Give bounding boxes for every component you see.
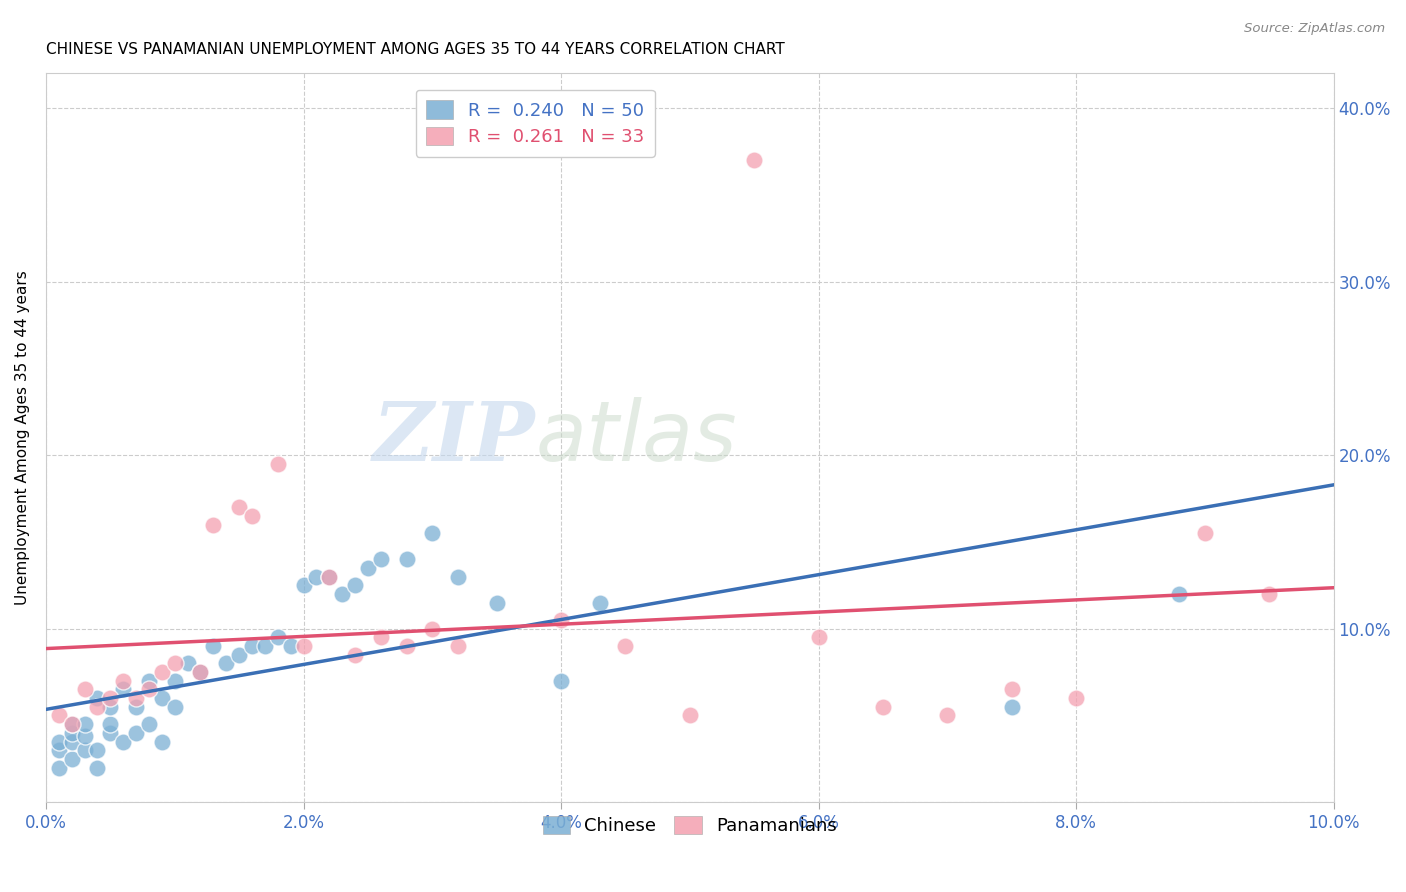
Point (1168, 587, 1191, 601)
Y-axis label: Unemployment Among Ages 35 to 44 years: Unemployment Among Ages 35 to 44 years (15, 270, 30, 605)
Point (190, 665, 212, 679)
Point (112, 682, 135, 697)
Point (112, 734, 135, 748)
Point (163, 657, 186, 671)
Point (330, 587, 353, 601)
Point (292, 578, 315, 592)
Point (125, 691, 148, 706)
Point (447, 569, 470, 583)
Point (73, 682, 96, 697)
Point (742, 153, 765, 167)
Point (240, 508, 263, 523)
Point (872, 699, 894, 714)
Point (357, 561, 380, 575)
Point (420, 622, 443, 636)
Point (253, 639, 276, 653)
Point (550, 613, 572, 627)
Point (112, 673, 135, 688)
Point (395, 639, 418, 653)
Point (215, 657, 238, 671)
Point (395, 552, 418, 566)
Point (48, 760, 70, 774)
Point (98, 717, 121, 731)
Point (305, 569, 328, 583)
Point (202, 639, 225, 653)
Point (73, 743, 96, 757)
Text: CHINESE VS PANAMANIAN UNEMPLOYMENT AMONG AGES 35 TO 44 YEARS CORRELATION CHART: CHINESE VS PANAMANIAN UNEMPLOYMENT AMONG… (46, 42, 785, 57)
Point (318, 569, 340, 583)
Point (240, 639, 263, 653)
Point (98, 691, 121, 706)
Text: ZIP: ZIP (373, 398, 536, 478)
Point (150, 665, 173, 679)
Point (60, 726, 83, 740)
Point (447, 639, 470, 653)
Point (807, 631, 830, 645)
Point (138, 682, 160, 697)
Point (98, 699, 121, 714)
Point (292, 639, 315, 653)
Point (420, 526, 443, 541)
Point (138, 717, 160, 731)
Point (98, 726, 121, 740)
Point (280, 639, 302, 653)
Text: Source: ZipAtlas.com: Source: ZipAtlas.com (1244, 22, 1385, 36)
Point (86, 760, 108, 774)
Point (267, 457, 290, 471)
Point (48, 708, 70, 723)
Point (86, 743, 108, 757)
Point (60, 734, 83, 748)
Point (1001, 682, 1024, 697)
Point (485, 596, 508, 610)
Point (343, 648, 366, 662)
Point (86, 699, 108, 714)
Point (150, 691, 173, 706)
Point (190, 665, 212, 679)
Point (60, 717, 83, 731)
Point (614, 639, 637, 653)
Point (150, 734, 173, 748)
Point (370, 552, 392, 566)
Point (163, 699, 186, 714)
Point (202, 517, 225, 532)
Point (48, 734, 70, 748)
Point (138, 673, 160, 688)
Point (176, 657, 198, 671)
Point (125, 726, 148, 740)
Point (343, 578, 366, 592)
Point (550, 673, 572, 688)
Point (370, 631, 392, 645)
Point (48, 743, 70, 757)
Point (228, 648, 250, 662)
Text: atlas: atlas (536, 397, 737, 478)
Point (1258, 587, 1281, 601)
Point (73, 717, 96, 731)
Legend: Chinese, Panamanians: Chinese, Panamanians (534, 807, 846, 844)
Point (1194, 526, 1216, 541)
Point (86, 691, 108, 706)
Point (936, 708, 959, 723)
Point (679, 708, 702, 723)
Point (589, 596, 612, 610)
Point (60, 752, 83, 766)
Point (73, 729, 96, 743)
Point (267, 631, 290, 645)
Point (60, 717, 83, 731)
Point (318, 569, 340, 583)
Point (1001, 699, 1024, 714)
Point (163, 673, 186, 688)
Point (125, 699, 148, 714)
Point (1064, 691, 1087, 706)
Point (228, 500, 250, 515)
